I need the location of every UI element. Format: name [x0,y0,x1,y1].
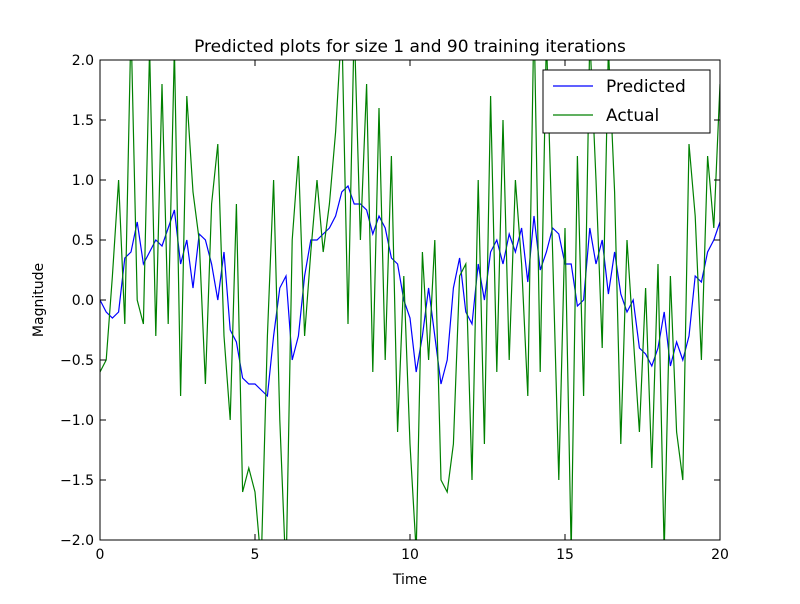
y-tick-label: −1.5 [60,473,94,489]
legend-label: Predicted [606,77,686,97]
y-tick-label: −0.5 [60,353,94,369]
y-tick-label: 1.5 [72,113,94,129]
y-axis-label: Magnitude [31,263,47,337]
x-tick-label: 15 [556,547,574,563]
x-tick-label: 5 [251,547,260,563]
x-tick-label: 20 [711,547,729,563]
legend-label: Actual [606,106,659,126]
y-tick-label: 0.5 [72,233,94,249]
plot-area [100,60,720,540]
chart-title: Predicted plots for size 1 and 90 traini… [194,37,626,57]
x-tick-label: 10 [401,547,419,563]
data-line [100,60,720,540]
x-axis-label: Time [392,572,427,588]
y-tick-label: 0.0 [72,293,94,309]
x-tick-label: 0 [96,547,105,563]
legend-box [542,69,711,134]
y-tick-label: 2.0 [72,53,94,69]
y-tick-label: −1.0 [60,413,94,429]
y-tick-label: −2.0 [60,533,94,549]
y-tick-label: 1.0 [72,173,94,189]
